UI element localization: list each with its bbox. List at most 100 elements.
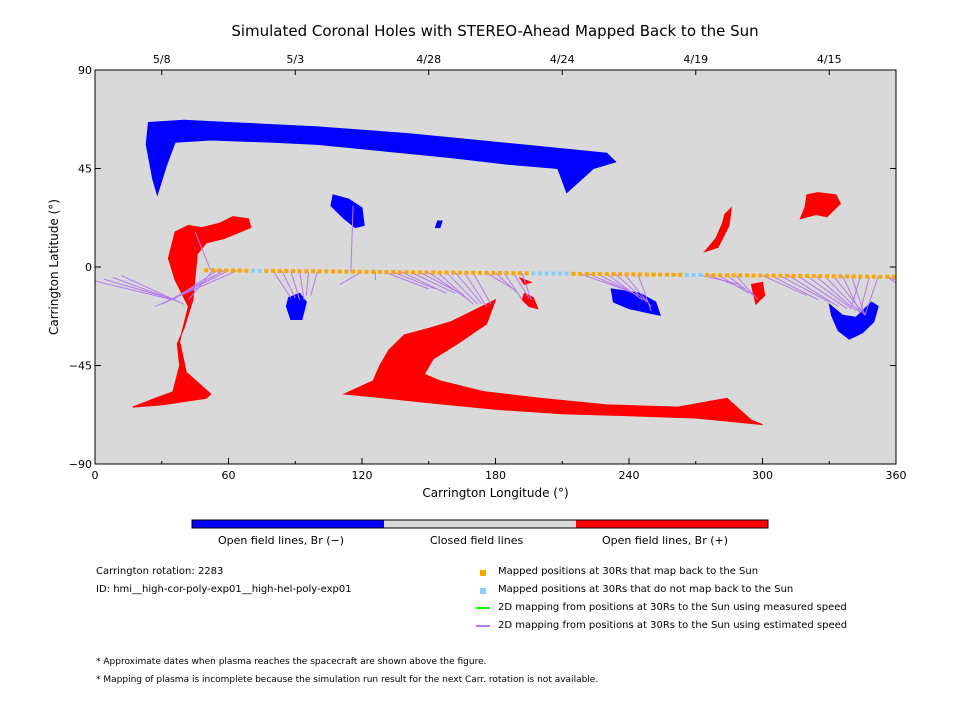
mapped-position-back: [210, 268, 215, 273]
mapped-position-back: [291, 269, 296, 274]
mapped-position-back: [431, 270, 436, 275]
field-line-mapping: [806, 275, 852, 309]
mapped-position-back: [284, 269, 289, 274]
field-line-mapping: [95, 280, 173, 301]
mapped-position-back: [664, 272, 669, 277]
mapped-position-back: [477, 270, 482, 275]
mapped-position-back: [631, 272, 636, 277]
field-line-mapping: [455, 272, 483, 305]
legend-label-not-mapped-back: Mapped positions at 30Rs that do not map…: [498, 584, 794, 595]
mapped-position-back: [311, 269, 316, 274]
field-line-mapping: [851, 276, 866, 316]
mapped-position-back: [818, 274, 823, 279]
coronal-hole-positive-7: [342, 298, 763, 426]
mapped-position-back: [504, 271, 509, 276]
field-line-mapping: [588, 273, 634, 294]
mapped-position-back: [491, 271, 496, 276]
mapped-position-back: [204, 268, 209, 273]
mapped-position-back: [771, 273, 776, 278]
coronal-hole-positive-6: [132, 216, 252, 408]
mapped-position-back: [744, 273, 749, 278]
mapped-position-back: [731, 273, 736, 278]
legend-swatch-mapped-back: [480, 570, 486, 576]
mapped-position-back: [217, 268, 222, 273]
mapped-position-back: [331, 269, 336, 274]
mapped-position-back: [651, 272, 656, 277]
mapped-position-back: [845, 274, 850, 279]
mapped-position-not-back: [691, 272, 696, 277]
field-line-mapping: [154, 270, 238, 307]
mapped-position-back: [591, 271, 596, 276]
field-line-mapping: [851, 276, 861, 307]
mapped-position-back: [618, 272, 623, 277]
field-line-mapping: [797, 275, 848, 310]
colorbar-label-negative: Open field lines, Br (−): [218, 534, 345, 547]
field-line-mapping: [637, 274, 652, 311]
mapped-position-back: [464, 270, 469, 275]
field-line-mapping: [281, 270, 296, 298]
mapped-position-back: [237, 268, 242, 273]
mapped-position-back: [437, 270, 442, 275]
field-line-mapping: [815, 275, 857, 312]
legend-label-measured-speed: 2D mapping from positions at 30Rs to the…: [498, 602, 847, 613]
mapped-position-back: [604, 272, 609, 277]
field-line-mapping: [392, 271, 436, 290]
mapped-position-not-back: [684, 272, 689, 277]
legend-line-estimated-speed: [476, 625, 490, 627]
field-line-mapping: [486, 272, 514, 290]
mapped-position-back: [264, 268, 269, 273]
mapped-position-back: [524, 271, 529, 276]
chart-title: Simulated Coronal Holes with STEREO-Ahea…: [231, 22, 759, 40]
coronal-hole-negative-1: [330, 194, 365, 229]
mapped-position-back: [678, 272, 683, 277]
mapped-position-back: [704, 273, 709, 278]
footnote-dates: * Approximate dates when plasma reaches …: [96, 657, 487, 667]
mapped-position-back: [417, 270, 422, 275]
mapped-position-back: [230, 268, 235, 273]
coronal-hole-negative-0: [145, 119, 617, 197]
mapped-position-back: [598, 272, 603, 277]
mapped-position-not-back: [558, 271, 563, 276]
mapped-position-back: [304, 269, 309, 274]
field-line-mapping: [503, 272, 523, 301]
mapped-position-back: [371, 269, 376, 274]
field-line-mapping: [310, 271, 318, 296]
field-line-mapping: [512, 272, 530, 298]
mapped-position-back: [404, 270, 409, 275]
field-line-mapping: [446, 272, 479, 305]
mapped-position-back: [584, 271, 589, 276]
x-tick-label: 180: [485, 469, 506, 482]
field-line-mapping: [290, 270, 301, 300]
field-line-mapping: [472, 272, 492, 305]
field-line-mapping: [401, 271, 447, 294]
y-tick-label: −45: [69, 360, 92, 373]
mapped-position-not-back: [544, 271, 549, 276]
field-line-mapping: [112, 277, 180, 303]
y-axis-title: Carrington Latitude (°): [47, 199, 61, 335]
mapped-position-back: [391, 270, 396, 275]
mapped-position-back: [451, 270, 456, 275]
field-line-mapping: [305, 271, 310, 296]
mapped-position-back: [377, 269, 382, 274]
mapped-position-back: [277, 268, 282, 273]
field-line-mapping: [350, 205, 354, 272]
legend-label-mapped-back: Mapped positions at 30Rs that map back t…: [498, 566, 759, 577]
mapped-position-not-back: [250, 268, 255, 273]
mapped-position-back: [351, 269, 356, 274]
footnote-incomplete: * Mapping of plasma is incomplete becaus…: [96, 675, 599, 685]
x-tick-label: 0: [92, 469, 99, 482]
y-tick-label: 90: [78, 64, 92, 77]
y-tick-label: 0: [85, 261, 92, 274]
coronal-hole-positive-10: [750, 281, 766, 306]
mapped-position-back: [865, 274, 870, 279]
mapped-position-back: [758, 273, 763, 278]
mapped-position-back: [805, 274, 809, 279]
field-line-mapping: [824, 275, 861, 314]
mapped-position-back: [751, 273, 756, 278]
mapped-position-back: [624, 272, 629, 277]
mapped-position-back: [471, 270, 476, 275]
field-line-mapping: [624, 273, 652, 307]
coronal-hole-negative-3: [285, 292, 307, 320]
field-line-mapping: [495, 272, 519, 294]
